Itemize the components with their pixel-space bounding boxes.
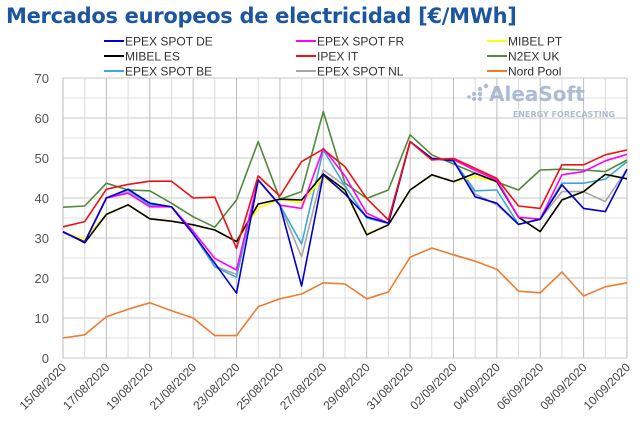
y-axis: 0 10 20 30 40 50 60 70 — [35, 71, 49, 366]
legend-label: MIBEL PT — [508, 35, 563, 49]
legend: EPEX SPOT DE EPEX SPOT FR MIBEL PT MIBEL ES… — [104, 35, 563, 79]
y-tick-label: 70 — [35, 71, 49, 86]
x-axis: 15/08/202017/08/202019/08/202021/08/2020… — [17, 360, 634, 413]
y-tick-label: 60 — [35, 111, 49, 126]
legend-label: EPEX SPOT NL — [317, 65, 404, 79]
legend-label: Nord Pool — [508, 65, 561, 79]
legend-item: EPEX SPOT BE — [104, 65, 212, 79]
legend-label: MIBEL ES — [125, 50, 180, 64]
legend-label: EPEX SPOT DE — [125, 35, 213, 49]
legend-label: IPEX IT — [317, 50, 359, 64]
legend-item: EPEX SPOT NL — [296, 65, 404, 79]
y-tick-label: 10 — [35, 311, 49, 326]
aleasoft-logo: AleaSoft ENERGY FORECASTING — [467, 82, 615, 119]
legend-item: MIBEL PT — [487, 35, 563, 49]
series-line-epex-spot-de — [62, 140, 628, 294]
grid — [62, 77, 628, 359]
chart-title: Mercados europeos de electricidad [€/MWh… — [6, 4, 517, 28]
series-line-ipex-it — [62, 140, 628, 250]
x-tick-label: 10/09/2020 — [581, 360, 634, 413]
y-tick-label: 40 — [35, 191, 49, 206]
series-line-epex-spot-fr — [62, 140, 628, 271]
logo-tagline: ENERGY FORECASTING — [513, 110, 615, 119]
series-line-mibel-es — [62, 172, 628, 244]
y-tick-label: 0 — [42, 351, 49, 366]
legend-label: EPEX SPOT BE — [125, 65, 212, 79]
logo-name: AleaSoft — [489, 82, 585, 106]
legend-label: EPEX SPOT FR — [317, 35, 404, 49]
y-tick-label: 20 — [35, 271, 49, 286]
y-tick-label: 50 — [35, 151, 49, 166]
series-lines — [62, 110, 628, 339]
legend-item: EPEX SPOT FR — [296, 35, 404, 49]
legend-item: Nord Pool — [487, 65, 561, 79]
logo-dots-icon — [467, 83, 489, 102]
legend-label: N2EX UK — [508, 50, 559, 64]
y-tick-label: 30 — [35, 231, 49, 246]
series-line-n2ex-uk — [62, 110, 628, 228]
series-line-nord-pool — [62, 247, 628, 339]
legend-item: IPEX IT — [296, 50, 359, 64]
legend-item: EPEX SPOT DE — [104, 35, 213, 49]
legend-item: N2EX UK — [487, 50, 559, 64]
legend-item: MIBEL ES — [104, 50, 180, 64]
